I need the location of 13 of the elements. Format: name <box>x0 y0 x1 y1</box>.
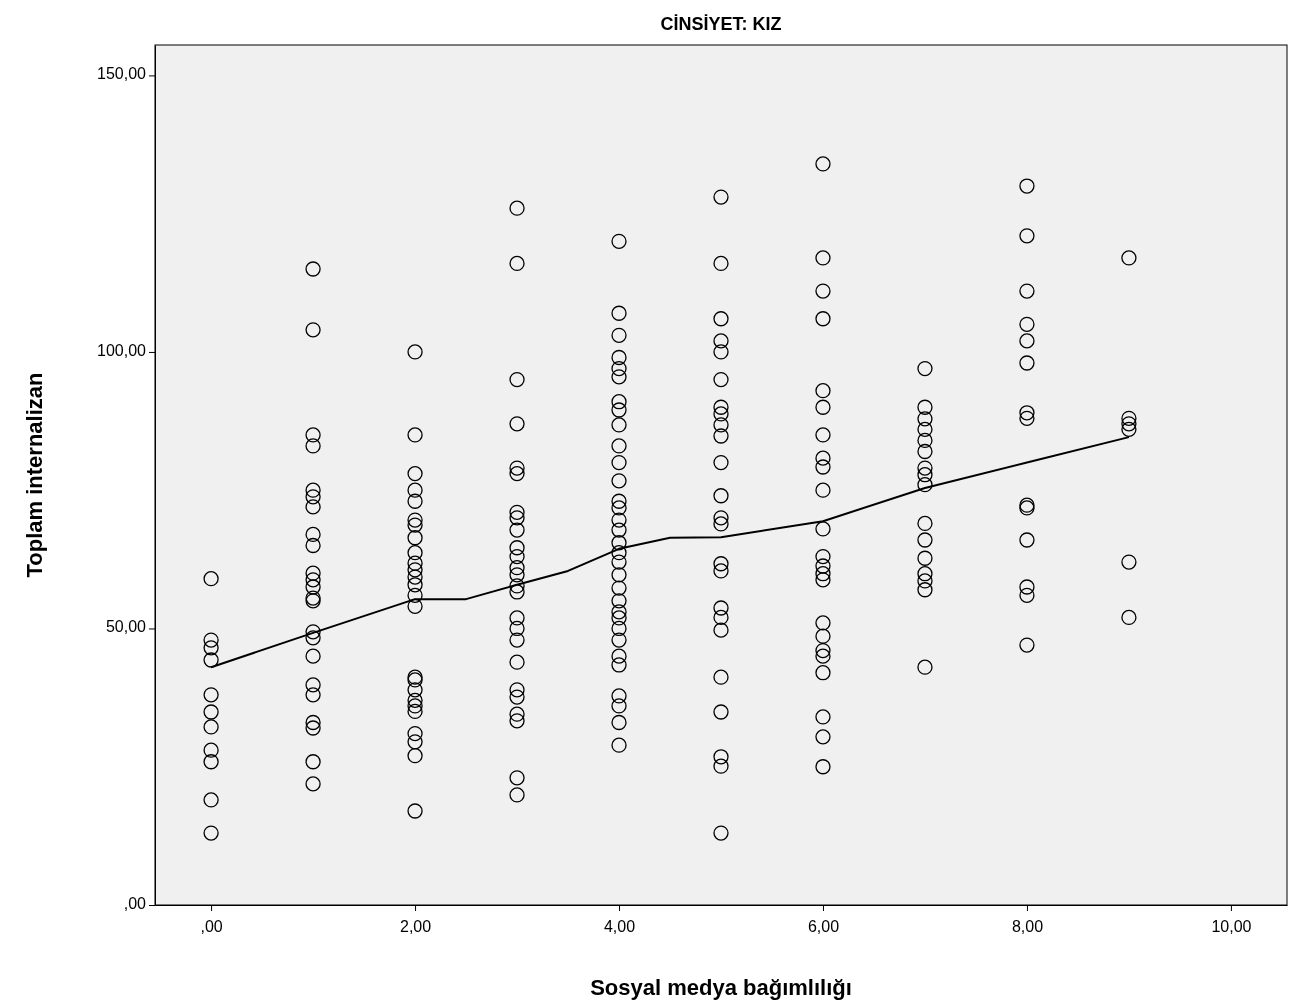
x-tick-label: 8,00 <box>1011 917 1044 935</box>
x-tick-label: 2,00 <box>399 917 432 935</box>
y-tick-label: 150,00 <box>97 65 147 83</box>
x-tick-label: ,00 <box>200 917 223 935</box>
x-axis-title: Sosyal medya bağımlılığı <box>590 975 852 1000</box>
y-tick-label: ,00 <box>123 894 147 912</box>
chart-title: CİNSİYET: KIZ <box>660 14 782 34</box>
x-tick-label: 6,00 <box>807 917 840 935</box>
y-tick-label: 50,00 <box>105 618 147 636</box>
x-tick-label: 10,00 <box>1211 917 1252 935</box>
y-tick-label: 100,00 <box>97 341 147 359</box>
x-tick-label: 4,00 <box>603 917 636 935</box>
y-axis-title: Toplam internalizan <box>22 372 47 578</box>
